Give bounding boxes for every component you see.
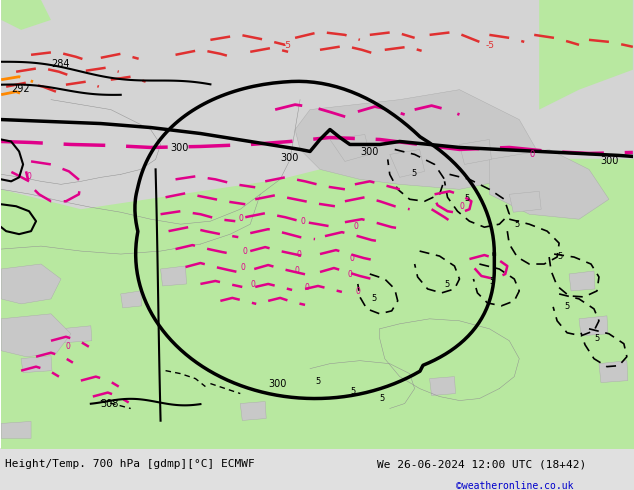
Text: -5: -5: [486, 41, 495, 50]
Text: 0: 0: [240, 263, 245, 272]
Text: 5: 5: [564, 302, 569, 311]
Polygon shape: [120, 291, 141, 308]
Text: 300: 300: [171, 144, 189, 153]
Text: 300: 300: [360, 147, 378, 157]
Polygon shape: [579, 316, 608, 336]
Polygon shape: [1, 0, 633, 209]
Text: 292: 292: [11, 84, 30, 94]
Text: 300: 300: [268, 379, 287, 389]
Text: 5: 5: [489, 277, 495, 286]
Text: 5: 5: [411, 170, 417, 178]
Polygon shape: [599, 361, 628, 383]
Polygon shape: [1, 421, 31, 439]
Polygon shape: [539, 0, 633, 110]
Text: 5: 5: [465, 194, 470, 203]
Text: 5: 5: [444, 280, 450, 289]
Text: 0: 0: [356, 287, 361, 296]
Polygon shape: [509, 191, 541, 212]
Text: 308: 308: [101, 398, 119, 409]
Polygon shape: [1, 314, 71, 357]
Polygon shape: [460, 140, 491, 165]
Text: 0: 0: [350, 254, 355, 263]
Polygon shape: [1, 0, 51, 30]
Text: -5: -5: [282, 41, 291, 50]
Text: 0: 0: [460, 202, 464, 211]
Text: 0: 0: [300, 217, 305, 226]
Text: 0: 0: [294, 266, 299, 275]
Polygon shape: [330, 135, 370, 161]
Text: 5: 5: [350, 387, 355, 395]
Text: 5: 5: [594, 334, 599, 343]
Polygon shape: [21, 356, 52, 372]
Polygon shape: [240, 401, 266, 420]
Text: Height/Temp. 700 hPa [gdmp][°C] ECMWF: Height/Temp. 700 hPa [gdmp][°C] ECMWF: [5, 459, 255, 469]
Text: 5: 5: [514, 220, 519, 229]
Text: 5: 5: [380, 393, 385, 402]
Text: 5: 5: [315, 377, 320, 386]
Text: 0: 0: [66, 342, 71, 351]
Text: 0: 0: [238, 214, 243, 223]
Polygon shape: [390, 149, 425, 177]
Text: 300: 300: [280, 153, 299, 163]
Polygon shape: [61, 326, 92, 343]
Text: 5: 5: [557, 252, 562, 261]
Text: 0: 0: [529, 150, 534, 159]
Polygon shape: [295, 90, 539, 189]
Text: 0: 0: [304, 283, 309, 292]
Text: 300: 300: [600, 156, 619, 167]
Text: 0: 0: [348, 270, 353, 279]
Text: 284: 284: [51, 59, 70, 69]
Text: 0: 0: [250, 280, 255, 289]
Polygon shape: [569, 271, 595, 291]
Text: 0: 0: [296, 250, 301, 259]
Text: ©weatheronline.co.uk: ©weatheronline.co.uk: [456, 481, 574, 490]
Polygon shape: [1, 264, 61, 304]
Text: 0: 0: [354, 222, 359, 231]
Text: 0: 0: [26, 172, 31, 181]
Polygon shape: [430, 377, 455, 395]
Text: 0: 0: [242, 247, 247, 256]
Polygon shape: [160, 266, 186, 286]
Text: We 26-06-2024 12:00 UTC (18+42): We 26-06-2024 12:00 UTC (18+42): [377, 459, 586, 469]
Text: 5: 5: [372, 294, 377, 303]
Polygon shape: [489, 149, 609, 219]
